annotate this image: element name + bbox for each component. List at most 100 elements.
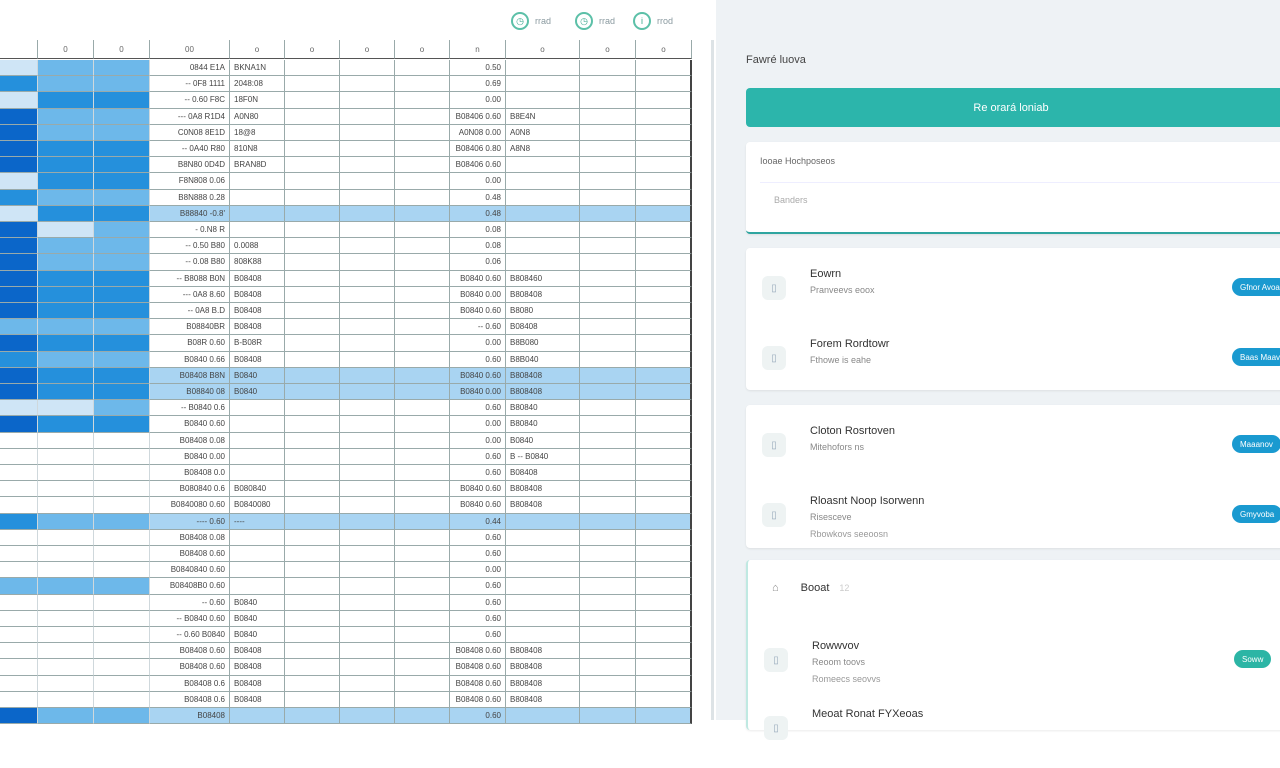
shaded-cell[interactable]	[0, 384, 38, 401]
table-cell[interactable]	[636, 303, 692, 320]
table-cell[interactable]: B8N888 0.28	[150, 189, 230, 206]
table-cell[interactable]: 0.0088	[230, 238, 285, 255]
column-header[interactable]: n	[450, 40, 506, 59]
shaded-cell[interactable]	[94, 432, 150, 449]
table-cell[interactable]: 0.60	[450, 708, 506, 725]
shaded-cell[interactable]	[0, 76, 38, 93]
table-cell[interactable]	[395, 92, 450, 109]
shaded-cell[interactable]	[94, 562, 150, 579]
table-cell[interactable]	[230, 529, 285, 546]
shaded-cell[interactable]	[38, 124, 94, 141]
shaded-cell[interactable]	[0, 141, 38, 158]
table-cell[interactable]	[285, 610, 340, 627]
column-header[interactable]: o	[636, 40, 692, 59]
table-cell[interactable]: -- 0.50 B80	[150, 238, 230, 255]
shaded-cell[interactable]	[0, 546, 38, 563]
shaded-cell[interactable]	[0, 432, 38, 449]
shaded-cell[interactable]	[38, 189, 94, 206]
table-cell[interactable]	[285, 319, 340, 336]
table-cell[interactable]: B08408 0.6	[150, 675, 230, 692]
table-cell[interactable]	[340, 286, 395, 303]
table-cell[interactable]	[395, 708, 450, 725]
table-cell[interactable]	[340, 627, 395, 644]
table-cell[interactable]: 0.60	[450, 465, 506, 482]
table-cell[interactable]: -- B0840 0.6	[150, 400, 230, 417]
table-cell[interactable]	[506, 173, 580, 190]
table-cell[interactable]: 0844 E1A	[150, 60, 230, 77]
shaded-cell[interactable]	[38, 400, 94, 417]
table-cell[interactable]	[395, 675, 450, 692]
table-cell[interactable]	[580, 691, 636, 708]
shaded-cell[interactable]	[94, 481, 150, 498]
shaded-cell[interactable]	[94, 92, 150, 109]
table-cell[interactable]	[340, 546, 395, 563]
table-cell[interactable]	[636, 627, 692, 644]
table-cell[interactable]	[580, 189, 636, 206]
table-cell[interactable]	[636, 562, 692, 579]
shaded-cell[interactable]	[94, 643, 150, 660]
table-cell[interactable]	[395, 254, 450, 271]
table-cell[interactable]	[230, 416, 285, 433]
table-cell[interactable]: B08408	[230, 659, 285, 676]
table-cell[interactable]	[395, 610, 450, 627]
table-cell[interactable]	[395, 416, 450, 433]
table-cell[interactable]	[580, 546, 636, 563]
table-cell[interactable]: A0N08 0.00	[450, 124, 506, 141]
table-cell[interactable]	[340, 124, 395, 141]
table-cell[interactable]: B808408	[506, 497, 580, 514]
table-cell[interactable]: B0840 0.60	[450, 481, 506, 498]
table-cell[interactable]	[285, 173, 340, 190]
table-cell[interactable]	[285, 529, 340, 546]
table-cell[interactable]: 0.60	[450, 610, 506, 627]
table-cell[interactable]	[636, 92, 692, 109]
table-cell[interactable]	[580, 108, 636, 125]
table-cell[interactable]	[285, 448, 340, 465]
table-cell[interactable]	[285, 108, 340, 125]
table-cell[interactable]: B08408	[230, 351, 285, 368]
table-cell[interactable]	[580, 627, 636, 644]
table-cell[interactable]: 0.06	[450, 254, 506, 271]
table-cell[interactable]: BRAN8D	[230, 157, 285, 174]
table-cell[interactable]	[580, 643, 636, 660]
table-cell[interactable]	[395, 76, 450, 93]
table-cell[interactable]	[580, 448, 636, 465]
shaded-cell[interactable]	[94, 465, 150, 482]
table-cell[interactable]: B08408 0.60	[450, 643, 506, 660]
table-cell[interactable]	[636, 351, 692, 368]
table-cell[interactable]	[636, 60, 692, 77]
table-cell[interactable]: B08840 08	[150, 384, 230, 401]
table-cell[interactable]	[506, 157, 580, 174]
table-cell[interactable]	[340, 691, 395, 708]
shaded-cell[interactable]	[94, 303, 150, 320]
table-cell[interactable]: B0840 0.00	[150, 448, 230, 465]
column-header[interactable]: 0	[94, 40, 150, 59]
table-cell[interactable]	[580, 513, 636, 530]
toolbar-button-3[interactable]: i rrod	[633, 12, 673, 30]
column-header[interactable]: 00	[150, 40, 230, 59]
shaded-cell[interactable]	[94, 76, 150, 93]
table-cell[interactable]	[285, 92, 340, 109]
table-cell[interactable]: B-B08R	[230, 335, 285, 352]
shaded-cell[interactable]	[94, 529, 150, 546]
table-cell[interactable]	[340, 513, 395, 530]
table-cell[interactable]: B08408 0.08	[150, 432, 230, 449]
table-cell[interactable]	[340, 303, 395, 320]
table-cell[interactable]	[340, 432, 395, 449]
table-cell[interactable]	[340, 465, 395, 482]
table-cell[interactable]	[285, 60, 340, 77]
shaded-cell[interactable]	[94, 594, 150, 611]
shaded-cell[interactable]	[38, 513, 94, 530]
table-cell[interactable]	[580, 578, 636, 595]
shaded-cell[interactable]	[94, 124, 150, 141]
table-cell[interactable]	[395, 432, 450, 449]
table-cell[interactable]	[580, 173, 636, 190]
table-cell[interactable]: 0.00	[450, 432, 506, 449]
table-cell[interactable]: B0840 0.60	[150, 416, 230, 433]
table-cell[interactable]	[636, 367, 692, 384]
shaded-cell[interactable]	[0, 335, 38, 352]
table-cell[interactable]	[636, 481, 692, 498]
table-cell[interactable]	[580, 238, 636, 255]
table-cell[interactable]: -- 0.08 B80	[150, 254, 230, 271]
shaded-cell[interactable]	[38, 270, 94, 287]
table-cell[interactable]	[285, 238, 340, 255]
